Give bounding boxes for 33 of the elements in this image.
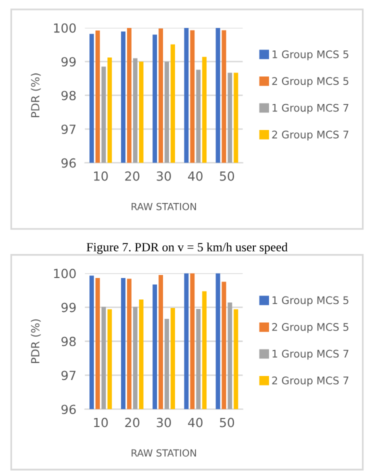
- x-tick-label: 10: [94, 171, 108, 181]
- legend-label: 1 Group MCS 7: [272, 350, 348, 360]
- x-tick-label: 30: [156, 418, 171, 428]
- x-axis-title: RAW STATION: [132, 449, 196, 457]
- y-tick-label: 97: [61, 370, 76, 380]
- y-tick-label: 100: [54, 23, 76, 33]
- y-axis-title: PDR (%): [30, 319, 41, 364]
- caption: Figure 7. PDR on v = 5 km/h user speed: [86, 242, 288, 254]
- x-tick-label: 30: [156, 171, 171, 181]
- legend-label: 2 Group MCS 5: [272, 323, 348, 333]
- y-tick-label: 98: [61, 336, 76, 346]
- legend-label: 1 Group MCS 5: [272, 50, 348, 60]
- y-axis-title: PDR (%): [30, 73, 41, 118]
- legend-label: 1 Group MCS 5: [272, 296, 348, 306]
- y-tick-label: 96: [61, 158, 76, 168]
- x-tick-label: 50: [220, 171, 234, 181]
- y-tick-label: 100: [54, 268, 76, 278]
- y-tick-label: 99: [61, 57, 76, 67]
- y-tick-label: 97: [61, 124, 76, 134]
- y-tick-label: 98: [61, 90, 76, 100]
- x-tick-label: 20: [125, 171, 140, 181]
- y-tick-label: 96: [61, 404, 76, 414]
- legend-label: 2 Group MCS 5: [272, 77, 348, 88]
- x-tick-label: 20: [125, 418, 140, 428]
- x-axis-title: RAW STATION: [132, 202, 196, 210]
- x-tick-label: 40: [188, 418, 202, 428]
- legend-label: 2 Group MCS 7: [272, 130, 348, 141]
- x-tick-label: 50: [220, 418, 234, 428]
- legend-label: 2 Group MCS 7: [272, 376, 348, 386]
- x-tick-label: 10: [94, 418, 108, 428]
- legend-label: 1 Group MCS 7: [272, 104, 348, 114]
- y-tick-label: 99: [61, 302, 76, 312]
- x-tick-label: 40: [188, 171, 202, 181]
